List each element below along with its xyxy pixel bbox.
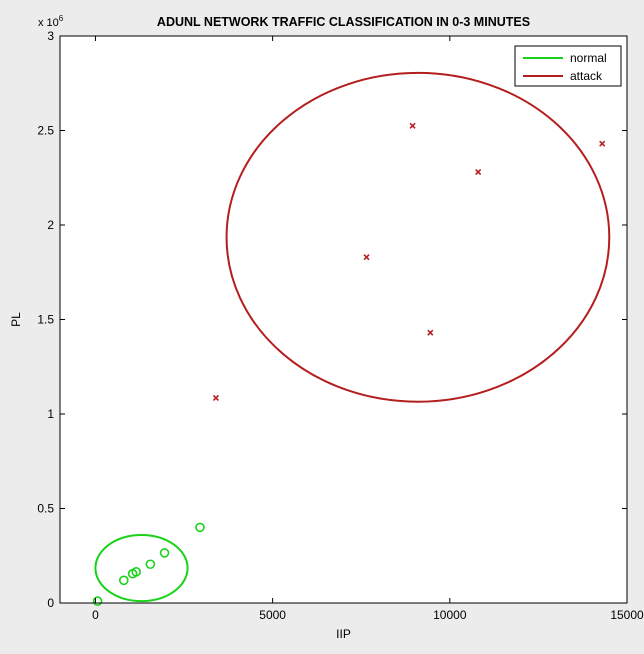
data-point-normal	[159, 548, 170, 558]
legend-box	[514, 45, 622, 87]
point-stroke	[363, 254, 370, 261]
data-point-normal	[145, 559, 156, 570]
data-point-attack	[409, 122, 416, 129]
cluster-ellipse-normal	[94, 533, 189, 603]
y-tick-label: 3	[47, 29, 54, 43]
data-point-attack	[427, 329, 434, 336]
x-tick-label: 10000	[433, 608, 467, 622]
y-multiplier-exponent: 6	[59, 14, 64, 23]
data-point-attack	[212, 394, 219, 402]
point-stroke	[427, 329, 434, 336]
x-tick-label: 5000	[259, 608, 286, 622]
y-tick-label: 0	[47, 596, 54, 610]
x-tick-label: 15000	[610, 608, 644, 622]
x-tick-label: 0	[92, 608, 99, 622]
y-multiplier-base: x 10	[38, 17, 59, 29]
y-tick-label: 1	[47, 407, 54, 421]
y-tick-label: 0.5	[37, 502, 54, 516]
data-point-normal	[92, 596, 103, 606]
data-point-attack	[363, 254, 370, 261]
y-tick-label: 2	[47, 218, 54, 232]
y-tick-label: 2.5	[37, 124, 54, 138]
point-stroke	[475, 169, 482, 176]
cluster-ellipse-attack	[225, 71, 611, 403]
data-point-attack	[475, 169, 482, 176]
y-axis-label: PL	[9, 312, 23, 327]
point-stroke	[599, 140, 606, 147]
y-axis-multiplier: x 106	[38, 14, 64, 29]
data-point-normal	[195, 522, 205, 533]
chart-title: ADUNL NETWORK TRAFFIC CLASSIFICATION IN …	[157, 15, 530, 29]
data-point-normal	[131, 567, 141, 577]
data-point-attack	[599, 140, 606, 147]
legend-label-attack: attack	[570, 69, 603, 83]
x-axis-label: IIP	[336, 627, 351, 641]
legend-label-normal: normal	[570, 51, 607, 65]
point-stroke	[409, 122, 416, 129]
legend: normal attack	[514, 45, 622, 87]
point-stroke	[212, 394, 219, 402]
plot-area	[60, 36, 627, 603]
data-point-normal	[118, 575, 129, 586]
axis-ticks: 0 5000 10000 15000 0 0.5 1 1.5 2 2.5 3	[37, 29, 644, 622]
y-tick-label: 1.5	[37, 313, 54, 327]
plot-marks	[92, 71, 611, 606]
